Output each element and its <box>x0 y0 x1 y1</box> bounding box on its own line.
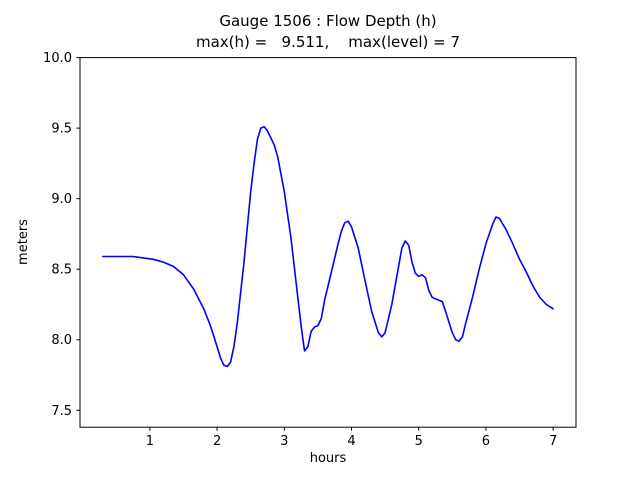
plot-border <box>79 57 577 428</box>
x-tick-label: 6 <box>482 434 490 449</box>
chart-title: Gauge 1506 : Flow Depth (h) <box>219 12 436 30</box>
x-tick-label: 7 <box>549 434 557 449</box>
y-axis-label: meters <box>16 219 31 265</box>
y-tick-label: 10.0 <box>43 51 72 66</box>
y-tick-label: 8.5 <box>51 263 72 278</box>
chart-subtitle: max(h) = 9.511, max(level) = 7 <box>196 33 460 51</box>
x-tick-label: 4 <box>347 434 355 449</box>
line-layer <box>102 125 554 368</box>
x-tick-label: 5 <box>415 434 423 449</box>
x-tick-label: 3 <box>280 434 288 449</box>
y-tick-label: 7.5 <box>51 404 72 419</box>
x-axis-label: hours <box>310 451 347 466</box>
x-tick-label: 2 <box>213 434 221 449</box>
y-tick-label: 9.5 <box>51 122 72 137</box>
x-tick-label: 1 <box>146 434 154 449</box>
y-tick-label: 8.0 <box>51 333 72 348</box>
flow-depth-series <box>102 125 554 368</box>
ticks-layer: 1 2 3 4 5 6 7 7.5 8.0 8.5 9.0 9.5 10.0 <box>43 51 557 449</box>
y-tick-label: 9.0 <box>51 192 72 207</box>
